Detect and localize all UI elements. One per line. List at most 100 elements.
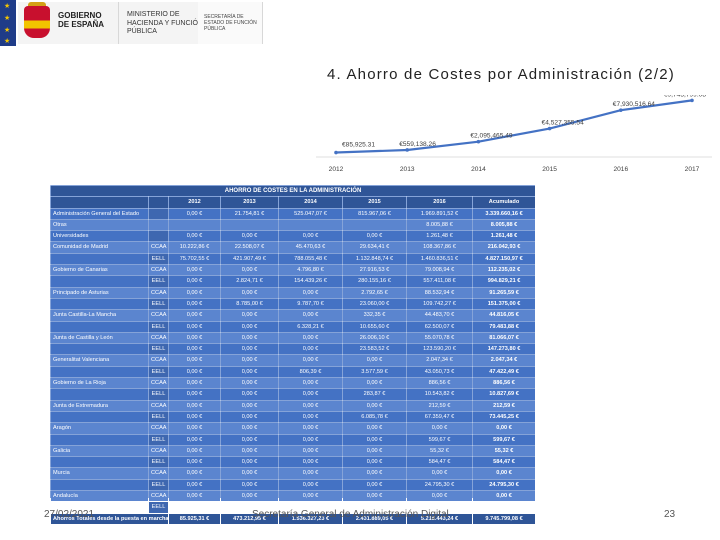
table-row: EELL 0,00 €8.785,00 €9.787,70 €23.060,00 … xyxy=(50,297,537,311)
value-cell: 1.132.848,74 € xyxy=(342,252,407,266)
slide-header: ★ ★ ★ ★ GOBIERNO DE ESPAÑA MINISTERIO DE… xyxy=(0,0,720,46)
column-header xyxy=(50,196,149,209)
column-header: Acumulado xyxy=(471,196,537,209)
value-cell: 0,00 € xyxy=(278,478,343,492)
secretaria-block: SECRETARÍA DE ESTADO DE FUNCIÓN PÚBLICA xyxy=(198,2,263,44)
value-cell: 0,00 € xyxy=(168,297,221,311)
chart-svg: €85,925.31 2012 €559,138.26 2013 €2,095,465.… xyxy=(316,95,712,175)
value-cell: 0,00 € xyxy=(342,399,407,412)
value-cell: 584,47 € xyxy=(406,456,473,469)
value-cell: 0,00 € xyxy=(342,467,407,480)
value-cell: 0,00 € xyxy=(278,354,343,367)
region-cell: Aragón xyxy=(50,422,149,435)
admin-type-cell xyxy=(148,207,169,220)
region-cell xyxy=(50,456,149,469)
value-cell: 0,00 € xyxy=(342,478,407,492)
accumulated-cell: 147.273,80 € xyxy=(471,343,537,356)
value-cell: 6.328,21 € xyxy=(278,320,343,333)
government-name: GOBIERNO DE ESPAÑA xyxy=(58,11,105,29)
region-cell: Universidades xyxy=(50,230,149,243)
column-header: 2014 xyxy=(278,196,343,209)
admin-type-cell: EELL xyxy=(148,501,169,514)
region-cell: Galicia xyxy=(50,444,149,458)
region-cell xyxy=(50,410,149,424)
admin-type-cell: EELL xyxy=(148,388,169,401)
table-row: EELL 0,00 €0,00 €0,00 €23.583,52 €123.590… xyxy=(50,343,537,356)
value-cell: 0,00 € xyxy=(220,456,279,469)
table-row: EELL 75.702,55 €421.907,49 €788.055,48 €1… xyxy=(50,252,537,266)
savings-table: AHORRO DE COSTES EN LA ADMINISTRACIÓN 201… xyxy=(49,184,537,525)
value-cell: 0,00 € xyxy=(278,388,343,401)
value-cell: 0,00 € xyxy=(168,354,221,367)
value-cell: 2.792,65 € xyxy=(342,286,407,299)
value-cell xyxy=(278,218,343,232)
value-cell: 22.508,07 € xyxy=(220,241,279,254)
value-cell: 27.916,53 € xyxy=(342,264,407,277)
table-row: Junta de Castilla y León CCAA 0,00 €0,00 €… xyxy=(50,331,537,345)
accumulated-cell: 994.829,21 € xyxy=(471,275,537,288)
x-tick-label: 2015 xyxy=(542,166,557,173)
admin-type-cell: CCAA xyxy=(148,331,169,345)
value-cell: 0,00 € xyxy=(168,410,221,424)
table-row: EELL 0,00 €0,00 €6.328,21 €10.655,60 €62.… xyxy=(50,320,537,333)
accumulated-cell: 216.042,93 € xyxy=(471,241,537,254)
value-cell: 0,00 € xyxy=(168,309,221,322)
value-cell: 0,00 € xyxy=(168,207,221,220)
column-header: 2012 xyxy=(168,196,221,209)
table-row: Gobierno de Canarias CCAA 0,00 €0,00 €4.79… xyxy=(50,264,537,277)
accumulated-cell: 0,00 € xyxy=(471,467,537,480)
value-cell: 0,00 € xyxy=(168,331,221,345)
data-point xyxy=(476,139,481,144)
value-cell: 280.155,16 € xyxy=(342,275,407,288)
data-label: €559,138.26 xyxy=(399,141,436,148)
admin-type-cell: EELL xyxy=(148,478,169,492)
accumulated-cell: 584,47 € xyxy=(471,456,537,469)
value-cell: 599,67 € xyxy=(406,433,473,446)
region-cell: Administración General del Estado xyxy=(50,207,149,220)
value-cell: 0,00 € xyxy=(342,422,407,435)
total-value-cell: 9.745.799,08 € xyxy=(471,512,537,525)
region-cell: Otras xyxy=(50,218,149,232)
x-tick-label: 2014 xyxy=(471,166,486,173)
table-row: Administración General del Estado 0,00 €2… xyxy=(50,207,537,220)
admin-type-cell: CCAA xyxy=(148,377,169,390)
value-cell: 10.543,82 € xyxy=(406,388,473,401)
value-cell: 0,00 € xyxy=(342,354,407,367)
accumulated-cell: 73.445,25 € xyxy=(471,410,537,424)
value-cell: 8.785,00 € xyxy=(220,297,279,311)
value-cell: 0,00 € xyxy=(220,478,279,492)
value-cell: 1.969.891,52 € xyxy=(406,207,473,220)
table-row: EELL 0,00 €0,00 €0,00 €283,87 €10.543,82 … xyxy=(50,388,537,401)
data-point xyxy=(547,126,552,131)
value-cell: 0,00 € xyxy=(168,230,221,243)
total-value-cell: 85.925,31 € xyxy=(168,512,221,525)
value-cell: 108.367,86 € xyxy=(406,241,473,254)
value-cell: 0,00 € xyxy=(220,230,279,243)
region-cell: Principado de Asturias xyxy=(50,286,149,299)
region-cell: Generalitat Valenciana xyxy=(50,354,149,367)
accumulated-cell: 0,00 € xyxy=(471,490,537,503)
value-cell: 0,00 € xyxy=(168,422,221,435)
admin-type-cell: CCAA xyxy=(148,241,169,254)
value-cell: 0,00 € xyxy=(220,388,279,401)
admin-type-cell: EELL xyxy=(148,252,169,266)
value-cell: 0,00 € xyxy=(220,320,279,333)
crown-icon xyxy=(28,2,46,8)
data-label: €7,930,516.64 xyxy=(613,101,656,108)
footer-page-number: 23 xyxy=(664,509,676,520)
value-cell: 0,00 € xyxy=(220,331,279,345)
value-cell: 29.634,41 € xyxy=(342,241,407,254)
value-cell: 0,00 € xyxy=(220,410,279,424)
value-cell: 0,00 € xyxy=(278,286,343,299)
value-cell: 44.483,70 € xyxy=(406,309,473,322)
value-cell: 0,00 € xyxy=(168,343,221,356)
value-cell: 0,00 € xyxy=(220,286,279,299)
value-cell: 0,00 € xyxy=(220,433,279,446)
value-cell: 24.795,30 € xyxy=(406,478,473,492)
value-cell: 421.907,49 € xyxy=(220,252,279,266)
region-cell: Comunidad de Madrid xyxy=(50,241,149,254)
region-cell xyxy=(50,343,149,356)
region-cell: Junta Castilla-La Mancha xyxy=(50,309,149,322)
value-cell xyxy=(168,218,221,232)
region-cell xyxy=(50,365,149,379)
